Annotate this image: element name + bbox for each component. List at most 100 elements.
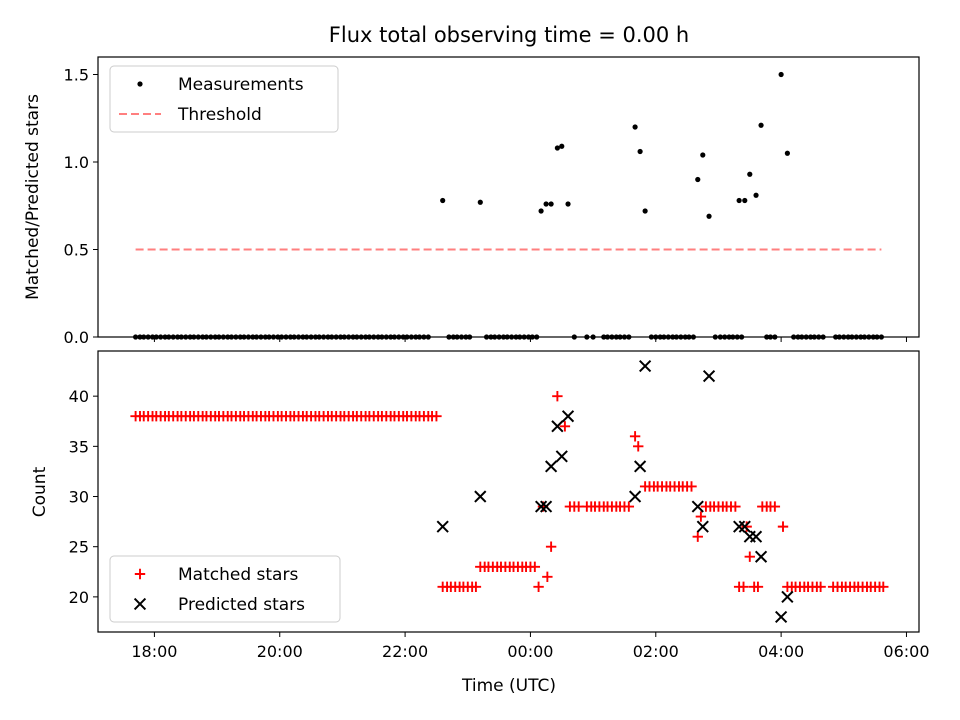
- measurement-point: [554, 145, 560, 151]
- measurement-point: [440, 197, 446, 204]
- predicted-star-point: [754, 550, 768, 563]
- predicted-star-point: [639, 359, 652, 373]
- top-axes: 0.0 0.5 1.0 1.5: [64, 66, 907, 347]
- x-tick-label: 20:00: [257, 642, 303, 661]
- measurement-point: [700, 152, 706, 158]
- matched-star-point: [741, 521, 752, 532]
- measurement-point: [477, 199, 483, 205]
- top-y-tick-label: 0.5: [64, 241, 89, 260]
- bottom-data-layer: [130, 359, 889, 624]
- matched-star-point: [559, 421, 571, 432]
- measurement-point: [538, 208, 544, 214]
- x-tick-label: 06:00: [883, 642, 929, 661]
- predicted-star-point: [436, 520, 449, 533]
- predicted-star-point: [691, 500, 704, 513]
- bottom-legend: Matched stars Predicted stars: [109, 555, 341, 623]
- matched-star-point: [542, 571, 553, 583]
- top-legend-box: [109, 65, 339, 133]
- legend-swatch-x: [133, 597, 147, 611]
- matched-star-point: [777, 521, 789, 532]
- measurement-point: [543, 201, 549, 207]
- predicted-star-point: [539, 500, 553, 513]
- bottom-y-tick-label: 25: [69, 538, 89, 557]
- matched-star-point: [878, 581, 889, 593]
- measurement-point: [632, 124, 638, 130]
- matched-star-point: [633, 441, 644, 452]
- x-tick-label: 18:00: [131, 642, 177, 661]
- matched-star-point: [552, 390, 563, 402]
- bottom-axes: 20 25 30 35 40 18:00 20:00 22:00 00:00 02:00 04:00…: [69, 387, 930, 661]
- measurement-point: [778, 71, 784, 78]
- top-y-tick-label: 1.5: [64, 66, 89, 85]
- predicted-star-point: [733, 520, 746, 533]
- matched-star-point: [431, 411, 442, 422]
- x-tick-label: 22:00: [382, 642, 428, 661]
- bottom-legend-label: Predicted stars: [178, 595, 305, 615]
- top-y-tick-label: 0.0: [64, 328, 89, 347]
- predicted-star-point: [738, 520, 751, 533]
- top-axes-frame: [97, 56, 920, 338]
- bottom-y-tick-label: 40: [69, 387, 89, 406]
- measurement-point: [565, 201, 571, 207]
- matched-star-point: [769, 501, 781, 512]
- matched-star-point: [692, 531, 703, 542]
- matched-star-point: [629, 431, 641, 442]
- matched-star-point: [623, 501, 635, 512]
- top-legend-label: Measurements: [178, 75, 304, 95]
- measurement-point: [642, 208, 648, 214]
- predicted-star-point: [702, 369, 716, 383]
- bottom-y-axis-label: Count: [30, 466, 50, 517]
- bottom-legend-label: Matched stars: [178, 565, 298, 585]
- measurement-point: [742, 197, 748, 204]
- matched-star-point: [738, 581, 749, 593]
- predicted-star-point: [781, 590, 794, 603]
- bottom-y-tick-label: 30: [69, 488, 89, 507]
- matched-star-point: [470, 581, 482, 593]
- measurement-point: [784, 150, 790, 156]
- x-tick-label: 04:00: [758, 642, 804, 661]
- predicted-star-point: [551, 420, 564, 433]
- measurement-point: [559, 143, 565, 149]
- predicted-star-point: [555, 450, 568, 463]
- bottom-y-tick-label: 35: [69, 437, 89, 456]
- top-legend-label: Threshold: [177, 105, 262, 125]
- top-y-axis-label: Matched/Predicted stars: [23, 94, 43, 300]
- measurement-point: [548, 201, 554, 207]
- measurement-point: [758, 122, 764, 128]
- matched-star-point: [686, 481, 697, 492]
- predicted-star-point: [749, 530, 763, 543]
- measurement-point: [706, 213, 712, 219]
- bottom-plot-area: 20 25 30 35 40 18:00 20:00 22:00 00:00 02:00 04:00…: [30, 350, 930, 696]
- predicted-star-point: [545, 460, 558, 473]
- predicted-star-point: [775, 610, 788, 624]
- predicted-star-point: [534, 500, 548, 513]
- matched-star-point: [730, 501, 741, 512]
- legend-swatch-dot: [137, 81, 143, 87]
- predicted-star-point: [696, 520, 709, 533]
- top-legend: Measurements Threshold: [109, 65, 339, 133]
- top-y-tick-label: 1.0: [64, 153, 89, 172]
- matched-star-point: [545, 541, 557, 552]
- top-plot-area: 0.0 0.5 1.0 1.5 Matched/Predicted stars Mea…: [23, 56, 920, 347]
- matched-star-point: [695, 511, 707, 522]
- legend-swatch-plus: [134, 568, 146, 580]
- predicted-star-point: [474, 490, 487, 503]
- measurement-point: [753, 192, 759, 198]
- matched-star-point: [752, 581, 764, 593]
- predicted-star-point: [628, 490, 642, 503]
- measurement-point: [736, 197, 742, 204]
- matched-star-point: [533, 581, 544, 593]
- matched-star-point: [744, 551, 755, 562]
- predicted-star-point: [634, 460, 647, 473]
- measurement-point: [637, 148, 643, 155]
- measurement-point: [747, 171, 753, 177]
- bottom-axes-frame: [97, 350, 920, 633]
- matched-star-point: [815, 581, 826, 593]
- measurement-point: [695, 176, 701, 183]
- matched-star-point: [529, 561, 541, 572]
- x-tick-label: 00:00: [507, 642, 553, 661]
- x-axis-label: Time (UTC): [461, 676, 556, 696]
- bottom-y-tick-label: 20: [69, 588, 89, 607]
- predicted-star-point: [561, 410, 575, 423]
